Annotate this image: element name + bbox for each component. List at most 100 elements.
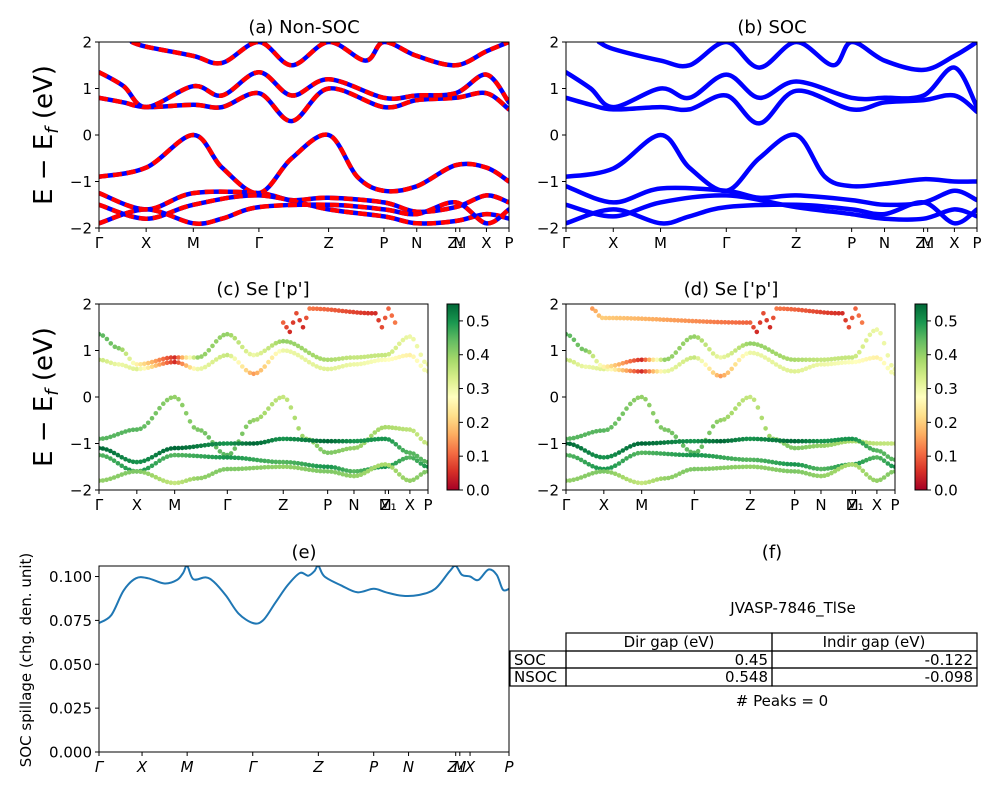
colorbar-tick-label: 0.1 bbox=[934, 448, 958, 466]
band-point bbox=[347, 362, 353, 368]
band-point bbox=[599, 315, 605, 321]
band-point bbox=[710, 438, 716, 444]
band-point bbox=[811, 465, 816, 471]
band-point bbox=[347, 438, 353, 444]
band-point bbox=[785, 461, 790, 467]
band-point bbox=[583, 348, 588, 353]
x-tick-label: Γ bbox=[562, 496, 571, 514]
y-tick-label: 0.000 bbox=[49, 744, 92, 762]
band-point bbox=[362, 310, 367, 316]
band-point bbox=[736, 401, 742, 407]
band-point bbox=[157, 450, 162, 456]
band-point bbox=[885, 472, 891, 477]
y-tick-label: 0.050 bbox=[49, 656, 92, 674]
x-tick-label: P bbox=[323, 496, 332, 514]
band-point bbox=[149, 364, 155, 370]
band-point bbox=[825, 466, 831, 471]
band-point bbox=[770, 349, 775, 355]
band-point bbox=[818, 438, 824, 444]
band-point bbox=[643, 450, 648, 456]
band-point bbox=[781, 438, 786, 444]
band-point bbox=[120, 347, 125, 353]
band-point bbox=[119, 472, 124, 477]
band-point bbox=[605, 364, 610, 369]
band-point bbox=[799, 307, 805, 313]
band-point bbox=[382, 436, 388, 442]
band-point bbox=[781, 461, 786, 467]
band-point bbox=[762, 437, 768, 442]
band-point bbox=[892, 469, 895, 474]
band-line bbox=[566, 183, 977, 208]
band-point bbox=[590, 429, 595, 435]
band-point bbox=[777, 438, 783, 443]
x-tick-label: X bbox=[136, 758, 148, 776]
x-tick-label: P bbox=[890, 496, 899, 514]
band-point bbox=[777, 461, 783, 466]
spillage-line bbox=[99, 566, 509, 625]
band-point bbox=[318, 447, 323, 452]
band-point bbox=[740, 464, 746, 470]
band-point bbox=[191, 366, 197, 371]
band-point bbox=[240, 431, 245, 437]
table-row-soc-label: SOC bbox=[514, 651, 546, 669]
band-point bbox=[310, 362, 316, 367]
band-point bbox=[269, 355, 275, 361]
x-tick-label: M bbox=[654, 234, 667, 252]
band-point bbox=[721, 465, 727, 471]
band-point bbox=[889, 441, 894, 446]
band-point bbox=[258, 350, 264, 356]
band-point bbox=[104, 336, 110, 342]
band-point bbox=[365, 437, 371, 443]
band-point bbox=[145, 465, 151, 471]
band-point bbox=[262, 348, 268, 354]
band-point bbox=[362, 470, 367, 476]
band-point bbox=[288, 349, 293, 355]
band-point bbox=[161, 361, 166, 366]
band-point bbox=[843, 355, 848, 361]
band-point bbox=[706, 453, 712, 459]
band-point bbox=[673, 439, 678, 445]
band-point bbox=[251, 352, 256, 358]
band-point bbox=[134, 362, 140, 367]
band-point bbox=[635, 357, 641, 363]
band-point bbox=[635, 395, 641, 401]
band-point bbox=[127, 458, 132, 464]
band-point bbox=[825, 361, 831, 367]
band-point bbox=[425, 362, 428, 367]
band-point bbox=[669, 474, 675, 480]
band-point bbox=[832, 468, 838, 474]
band-point bbox=[108, 448, 113, 454]
band-point bbox=[733, 406, 738, 411]
band-point bbox=[677, 362, 682, 367]
band-point bbox=[703, 362, 708, 368]
band-point bbox=[127, 365, 132, 370]
band-point bbox=[232, 441, 238, 446]
band-point bbox=[695, 466, 701, 472]
band-point bbox=[191, 476, 197, 482]
band-point bbox=[620, 448, 626, 453]
band-point bbox=[662, 427, 667, 432]
band-point bbox=[744, 351, 749, 357]
x-tick-label: Z₁ bbox=[847, 496, 863, 514]
band-point bbox=[414, 458, 420, 464]
band-point bbox=[325, 366, 331, 372]
band-point bbox=[761, 311, 766, 316]
band-point bbox=[889, 363, 894, 368]
band-point bbox=[814, 309, 820, 315]
colorbar-tick-label: 0.0 bbox=[466, 482, 490, 500]
band-point bbox=[690, 318, 695, 324]
band-point bbox=[878, 456, 883, 461]
band-point bbox=[382, 424, 388, 430]
band-point bbox=[669, 439, 675, 445]
band-point bbox=[699, 358, 705, 364]
band-point bbox=[755, 457, 760, 463]
band-point bbox=[303, 348, 308, 353]
band-point bbox=[100, 357, 106, 363]
band-point bbox=[247, 370, 253, 376]
band-point bbox=[123, 351, 129, 357]
band-point bbox=[153, 474, 159, 480]
band-point bbox=[856, 313, 862, 318]
y-tick-label: 0 bbox=[549, 127, 559, 145]
band-point bbox=[127, 470, 132, 475]
band-point bbox=[647, 402, 652, 408]
